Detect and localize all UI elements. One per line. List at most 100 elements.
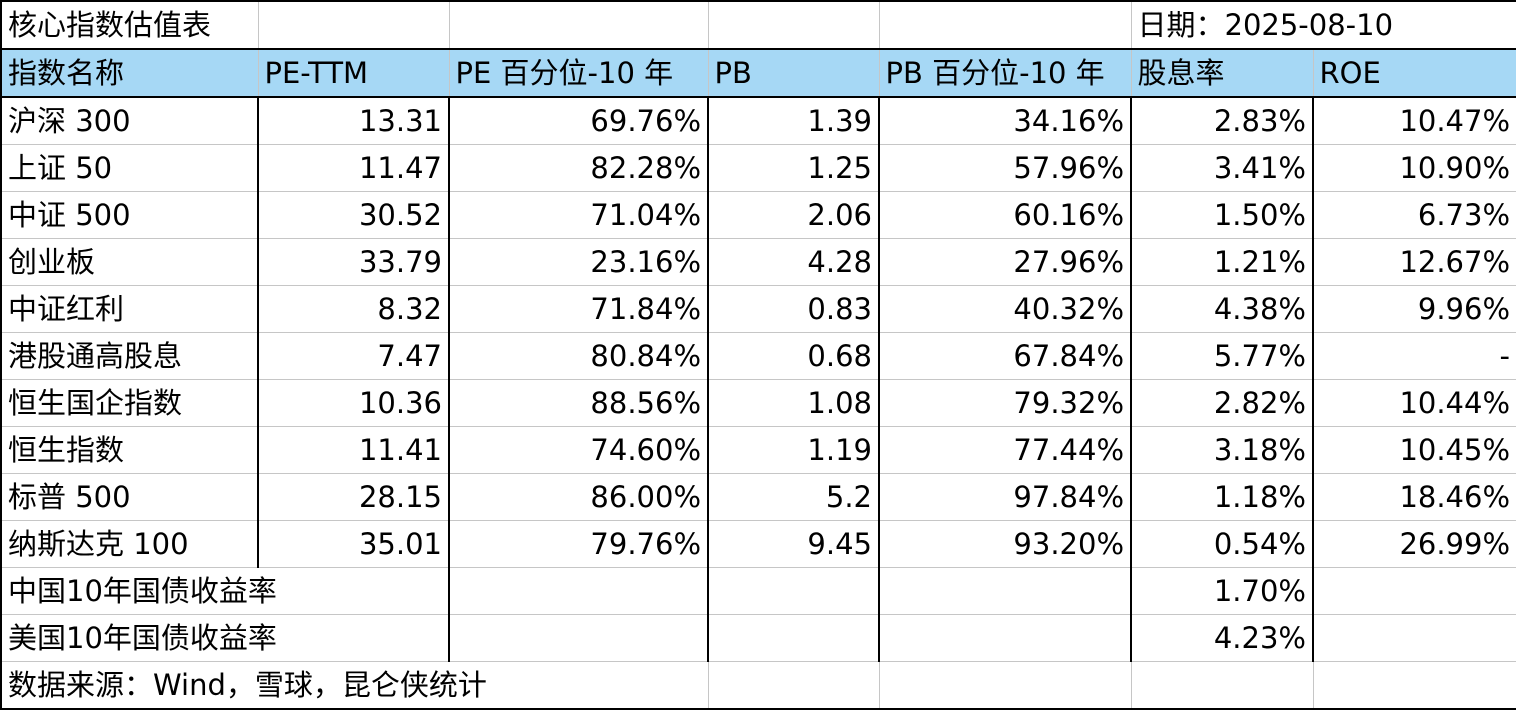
pb-cell[interactable]: 1.25 [707,144,880,192]
empty-cell[interactable] [1312,661,1516,710]
empty-cell[interactable] [707,567,880,615]
roe-cell[interactable]: - [1312,332,1516,380]
bond-yield-label[interactable]: 美国10年国债收益率 [0,614,450,662]
empty-cell[interactable] [1312,567,1516,615]
table-title[interactable]: 核心指数估值表 [0,0,259,50]
index-name-cell[interactable]: 恒生指数 [0,426,259,474]
column-header-pb[interactable]: PB [707,48,880,98]
pb-percentile-cell[interactable]: 77.44% [878,426,1132,474]
pe-ttm-cell[interactable]: 33.79 [257,238,450,286]
roe-cell[interactable]: 12.67% [1312,238,1516,286]
pe-percentile-cell[interactable]: 79.76% [448,520,709,568]
index-name-cell[interactable]: 恒生国企指数 [0,379,259,427]
pb-percentile-cell[interactable]: 34.16% [878,96,1132,145]
empty-cell[interactable] [707,661,880,710]
index-name-cell[interactable]: 沪深 300 [0,96,259,145]
bond-yield-value[interactable]: 4.23% [1130,614,1314,662]
empty-cell[interactable] [257,0,450,50]
column-header-pb-percentile[interactable]: PB 百分位-10 年 [878,48,1132,98]
pe-ttm-cell[interactable]: 11.41 [257,426,450,474]
empty-cell[interactable] [707,0,880,50]
empty-cell[interactable] [878,614,1132,662]
bond-yield-label[interactable]: 中国10年国债收益率 [0,567,450,615]
pb-cell[interactable]: 4.28 [707,238,880,286]
empty-cell[interactable] [707,614,880,662]
pb-percentile-cell[interactable]: 93.20% [878,520,1132,568]
pe-percentile-cell[interactable]: 23.16% [448,238,709,286]
pb-cell[interactable]: 5.2 [707,473,880,521]
pe-percentile-cell[interactable]: 71.84% [448,285,709,333]
pb-percentile-cell[interactable]: 67.84% [878,332,1132,380]
pe-ttm-cell[interactable]: 35.01 [257,520,450,568]
pb-cell[interactable]: 9.45 [707,520,880,568]
pe-ttm-cell[interactable]: 28.15 [257,473,450,521]
pb-cell[interactable]: 0.83 [707,285,880,333]
dividend-yield-cell[interactable]: 2.83% [1130,96,1314,145]
index-name-cell[interactable]: 中证 500 [0,191,259,239]
pe-percentile-cell[interactable]: 88.56% [448,379,709,427]
pb-cell[interactable]: 1.19 [707,426,880,474]
pe-ttm-cell[interactable]: 7.47 [257,332,450,380]
pe-ttm-cell[interactable]: 11.47 [257,144,450,192]
roe-cell[interactable]: 18.46% [1312,473,1516,521]
pe-ttm-cell[interactable]: 13.31 [257,96,450,145]
date-cell[interactable]: 日期：2025-08-10 [1130,0,1516,50]
index-name-cell[interactable]: 上证 50 [0,144,259,192]
pb-cell[interactable]: 2.06 [707,191,880,239]
pe-percentile-cell[interactable]: 71.04% [448,191,709,239]
pe-ttm-cell[interactable]: 8.32 [257,285,450,333]
column-header-pe-ttm[interactable]: PE-TTM [257,48,450,98]
pe-percentile-cell[interactable]: 69.76% [448,96,709,145]
column-header-pe-percentile[interactable]: PE 百分位-10 年 [448,48,709,98]
pe-percentile-cell[interactable]: 80.84% [448,332,709,380]
pe-ttm-cell[interactable]: 30.52 [257,191,450,239]
empty-cell[interactable] [1130,661,1314,710]
empty-cell[interactable] [1312,614,1516,662]
data-source-note[interactable]: 数据来源：Wind，雪球，昆仑侠统计 [0,661,709,710]
roe-cell[interactable]: 6.73% [1312,191,1516,239]
column-header-index-name[interactable]: 指数名称 [0,48,259,98]
pe-ttm-cell[interactable]: 10.36 [257,379,450,427]
empty-cell[interactable] [448,567,709,615]
pb-cell[interactable]: 0.68 [707,332,880,380]
empty-cell[interactable] [878,0,1132,50]
roe-cell[interactable]: 10.47% [1312,96,1516,145]
roe-cell[interactable]: 26.99% [1312,520,1516,568]
dividend-yield-cell[interactable]: 1.21% [1130,238,1314,286]
empty-cell[interactable] [878,567,1132,615]
dividend-yield-cell[interactable]: 3.18% [1130,426,1314,474]
pb-cell[interactable]: 1.08 [707,379,880,427]
bond-yield-value[interactable]: 1.70% [1130,567,1314,615]
dividend-yield-cell[interactable]: 3.41% [1130,144,1314,192]
index-name-cell[interactable]: 创业板 [0,238,259,286]
dividend-yield-cell[interactable]: 1.50% [1130,191,1314,239]
pb-percentile-cell[interactable]: 27.96% [878,238,1132,286]
index-name-cell[interactable]: 港股通高股息 [0,332,259,380]
pe-percentile-cell[interactable]: 74.60% [448,426,709,474]
dividend-yield-cell[interactable]: 0.54% [1130,520,1314,568]
pe-percentile-cell[interactable]: 82.28% [448,144,709,192]
roe-cell[interactable]: 10.44% [1312,379,1516,427]
empty-cell[interactable] [878,661,1132,710]
roe-cell[interactable]: 10.90% [1312,144,1516,192]
roe-cell[interactable]: 9.96% [1312,285,1516,333]
column-header-roe[interactable]: ROE [1312,48,1516,98]
index-name-cell[interactable]: 纳斯达克 100 [0,520,259,568]
dividend-yield-cell[interactable]: 1.18% [1130,473,1314,521]
pe-percentile-cell[interactable]: 86.00% [448,473,709,521]
pb-percentile-cell[interactable]: 79.32% [878,379,1132,427]
pb-percentile-cell[interactable]: 57.96% [878,144,1132,192]
index-name-cell[interactable]: 标普 500 [0,473,259,521]
pb-percentile-cell[interactable]: 97.84% [878,473,1132,521]
empty-cell[interactable] [448,614,709,662]
pb-cell[interactable]: 1.39 [707,96,880,145]
pb-percentile-cell[interactable]: 40.32% [878,285,1132,333]
pb-percentile-cell[interactable]: 60.16% [878,191,1132,239]
index-name-cell[interactable]: 中证红利 [0,285,259,333]
roe-cell[interactable]: 10.45% [1312,426,1516,474]
dividend-yield-cell[interactable]: 5.77% [1130,332,1314,380]
dividend-yield-cell[interactable]: 2.82% [1130,379,1314,427]
empty-cell[interactable] [448,0,709,50]
column-header-dividend-yield[interactable]: 股息率 [1130,48,1314,98]
dividend-yield-cell[interactable]: 4.38% [1130,285,1314,333]
